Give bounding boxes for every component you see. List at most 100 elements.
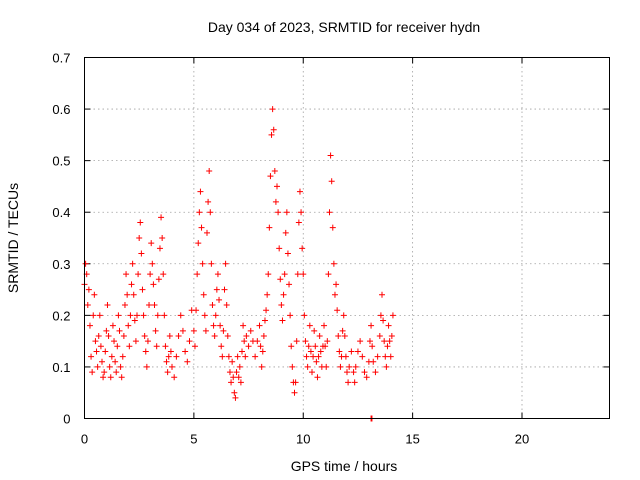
data-point xyxy=(155,276,162,283)
data-point xyxy=(115,312,122,319)
data-point xyxy=(105,332,112,339)
data-point xyxy=(235,374,242,381)
data-point xyxy=(200,291,207,298)
data-point xyxy=(135,271,142,278)
data-point xyxy=(94,363,101,370)
data-point xyxy=(232,394,239,401)
data-point xyxy=(217,322,224,329)
data-point xyxy=(139,286,146,293)
data-point xyxy=(231,389,238,396)
data-point xyxy=(147,271,154,278)
data-point xyxy=(213,286,220,293)
data-point xyxy=(196,209,203,216)
data-point xyxy=(208,260,215,267)
data-point xyxy=(386,338,393,345)
data-point xyxy=(337,363,344,370)
data-point xyxy=(336,348,343,355)
data-point xyxy=(281,271,288,278)
x-tick-labels: 0 5 10 15 20 xyxy=(81,432,529,447)
data-point xyxy=(162,343,169,350)
data-point xyxy=(228,379,235,386)
data-point xyxy=(143,363,150,370)
data-point xyxy=(234,353,241,360)
data-point xyxy=(123,271,130,278)
data-point xyxy=(293,338,300,345)
y-tick-label: 0 xyxy=(63,412,70,427)
data-point xyxy=(380,317,387,324)
data-point xyxy=(306,322,313,329)
data-point xyxy=(126,343,133,350)
data-point xyxy=(128,281,135,288)
data-point xyxy=(156,245,163,252)
data-point xyxy=(211,332,218,339)
data-point xyxy=(280,291,287,298)
data-point xyxy=(99,358,105,365)
data-point xyxy=(195,240,202,247)
data-point xyxy=(212,312,219,319)
data-point xyxy=(376,332,383,339)
y-tick-label: 0.3 xyxy=(52,257,70,272)
data-point xyxy=(209,302,216,309)
data-point xyxy=(317,348,324,355)
data-point xyxy=(327,152,334,159)
data-point xyxy=(190,327,197,334)
data-point xyxy=(247,327,254,334)
data-point xyxy=(243,332,250,339)
y-tick-label: 0.7 xyxy=(52,51,70,66)
data-point xyxy=(148,240,155,247)
x-tick-label: 5 xyxy=(190,432,197,447)
data-point xyxy=(381,338,388,345)
data-point xyxy=(237,379,244,386)
data-point xyxy=(309,369,315,376)
data-point xyxy=(224,332,231,339)
data-point xyxy=(205,198,212,205)
data-point xyxy=(270,126,277,133)
data-point xyxy=(307,348,314,355)
data-point xyxy=(142,348,149,355)
data-point xyxy=(354,348,361,355)
data-point xyxy=(92,338,99,345)
data-point xyxy=(254,338,261,345)
data-point xyxy=(330,260,337,267)
data-point xyxy=(345,379,352,386)
x-tick-label: 0 xyxy=(81,432,88,447)
data-point xyxy=(284,250,291,257)
data-point xyxy=(312,343,319,350)
data-point xyxy=(186,338,193,345)
data-point xyxy=(340,312,347,319)
data-point xyxy=(119,353,126,360)
data-point xyxy=(136,235,143,241)
data-point xyxy=(326,209,333,216)
data-point xyxy=(82,260,89,267)
data-point xyxy=(389,312,396,319)
data-point xyxy=(311,327,318,334)
data-point xyxy=(303,353,310,360)
data-point xyxy=(158,214,165,221)
data-point xyxy=(104,302,111,309)
data-point xyxy=(191,343,198,350)
data-point xyxy=(144,338,151,345)
data-point xyxy=(152,327,159,334)
data-point xyxy=(103,327,110,334)
data-point xyxy=(240,322,247,329)
data-point xyxy=(329,224,336,231)
data-point xyxy=(323,363,330,370)
data-point xyxy=(377,312,384,319)
data-point xyxy=(252,353,259,360)
data-point xyxy=(341,332,348,339)
data-point xyxy=(86,322,93,329)
y-tick-label: 0.6 xyxy=(52,102,70,117)
data-point xyxy=(161,312,168,319)
data-point xyxy=(222,260,229,267)
data-point xyxy=(93,348,100,355)
data-point xyxy=(294,271,301,278)
data-point xyxy=(184,358,191,365)
y-tick-labels: 0 0.1 0.2 0.3 0.4 0.5 0.6 0.7 xyxy=(52,51,70,427)
data-point xyxy=(160,271,167,278)
data-point xyxy=(132,338,139,345)
data-point xyxy=(101,369,108,376)
data-point xyxy=(342,353,349,360)
data-point xyxy=(245,343,252,350)
data-point xyxy=(333,281,340,288)
